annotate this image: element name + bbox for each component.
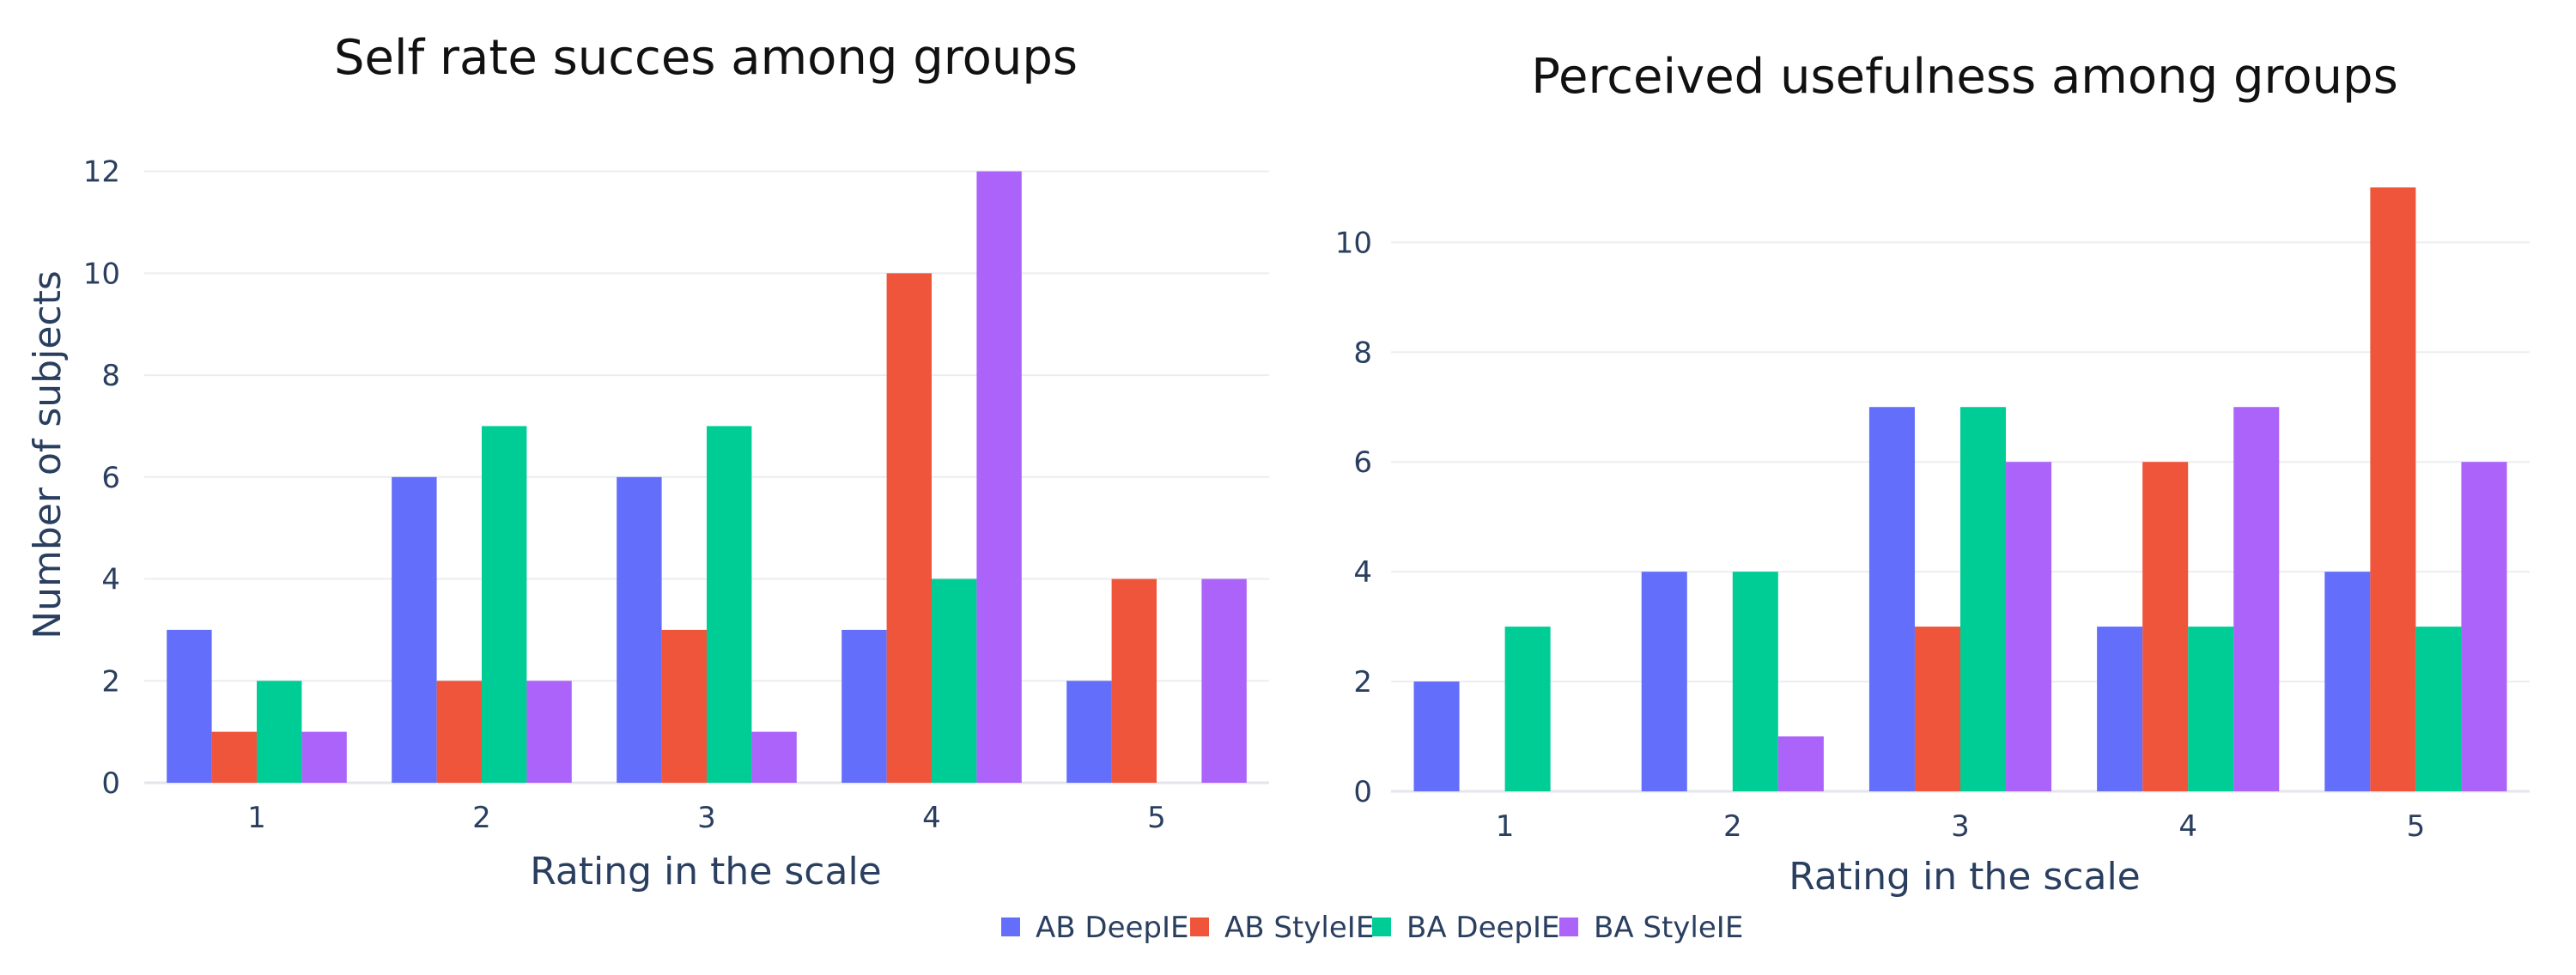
y-tick-label: 4 xyxy=(1353,555,1372,590)
legend-swatch xyxy=(1559,917,1578,936)
x-tick-labels: 1 2 3 4 5 xyxy=(247,801,1166,835)
x-tick-label: 3 xyxy=(697,801,716,835)
x-tick-label: 1 xyxy=(1496,809,1515,844)
y-tick-label: 6 xyxy=(1353,445,1372,480)
y-tick-label: 0 xyxy=(1353,775,1372,809)
bar-ba-deepie-3[interactable] xyxy=(1960,407,2007,791)
bar-ab-styleie-4[interactable] xyxy=(886,273,932,784)
legend-label: AB StyleIE xyxy=(1224,911,1374,945)
y-tick-label: 10 xyxy=(1335,226,1372,260)
bar-ba-deepie-4[interactable] xyxy=(932,578,977,783)
bar-ba-deepie-3[interactable] xyxy=(707,426,752,783)
y-axis-title: Number of subjects xyxy=(26,270,70,639)
legend-item-ab-deepie[interactable]: AB DeepIE xyxy=(1001,911,1189,945)
bar-ba-styleie-4[interactable] xyxy=(2233,407,2280,791)
legend-swatch xyxy=(1372,917,1391,936)
bar-ab-deepie-3[interactable] xyxy=(1868,407,1915,791)
bar-ba-styleie-3[interactable] xyxy=(751,731,797,783)
bar-ba-deepie-5[interactable] xyxy=(2415,627,2462,791)
bar-ab-deepie-4[interactable] xyxy=(2097,627,2143,791)
x-tick-label: 5 xyxy=(2407,809,2426,844)
legend-item-ba-styleie[interactable]: BA StyleIE xyxy=(1559,911,1743,945)
bar-ab-deepie-4[interactable] xyxy=(841,629,887,783)
bar-ab-styleie-2[interactable] xyxy=(436,681,482,783)
bar-ba-styleie-1[interactable] xyxy=(301,731,347,783)
chart-title: Perceived usefulness among groups xyxy=(1531,49,2398,105)
y-tick-label: 8 xyxy=(101,359,120,393)
y-tick-label: 2 xyxy=(1353,665,1372,699)
legend-item-ab-styleie[interactable]: AB StyleIE xyxy=(1190,911,1374,945)
x-tick-label: 4 xyxy=(922,801,941,835)
bar-ba-deepie-1[interactable] xyxy=(257,681,302,783)
bar-ba-styleie-5[interactable] xyxy=(1201,578,1247,783)
bar-ba-styleie-2[interactable] xyxy=(1777,736,1824,791)
bar-ab-styleie-5[interactable] xyxy=(1111,578,1157,783)
bar-ab-deepie-1[interactable] xyxy=(167,629,212,783)
bar-ab-deepie-2[interactable] xyxy=(1641,572,1687,791)
bar-ab-deepie-3[interactable] xyxy=(617,476,662,783)
x-tick-labels: 1 2 3 4 5 xyxy=(1496,809,2425,844)
x-tick-label: 2 xyxy=(472,801,491,835)
bar-ba-deepie-1[interactable] xyxy=(1504,627,1551,791)
x-tick-label: 1 xyxy=(247,801,266,835)
bar-ba-styleie-4[interactable] xyxy=(976,171,1022,783)
y-tick-labels: 0 2 4 6 8 10 xyxy=(1335,226,1372,809)
y-tick-label: 4 xyxy=(101,563,120,597)
x-tick-label: 5 xyxy=(1147,801,1166,835)
x-tick-label: 3 xyxy=(1951,809,1970,844)
bar-ba-styleie-2[interactable] xyxy=(526,681,572,783)
chart-title: Self rate succes among groups xyxy=(334,30,1078,86)
bar-ab-deepie-5[interactable] xyxy=(2324,572,2371,791)
legend-label: AB DeepIE xyxy=(1036,911,1189,945)
legend-swatch xyxy=(1001,917,1020,936)
bar-ab-styleie-3[interactable] xyxy=(1914,627,1960,791)
legend-label: BA DeepIE xyxy=(1406,911,1560,945)
bar-ba-deepie-2[interactable] xyxy=(1732,572,1778,791)
x-axis-title: Rating in the scale xyxy=(1789,855,2141,899)
legend-item-ba-deepie[interactable]: BA DeepIE xyxy=(1372,911,1560,945)
bar-ba-styleie-5[interactable] xyxy=(2461,462,2507,791)
bars xyxy=(167,171,1247,784)
bar-ab-styleie-1[interactable] xyxy=(211,731,257,783)
y-tick-label: 8 xyxy=(1353,336,1372,370)
bar-ab-deepie-2[interactable] xyxy=(392,476,437,783)
legend-label: BA StyleIE xyxy=(1594,911,1743,945)
x-axis-title: Rating in the scale xyxy=(530,850,882,893)
y-tick-labels: 0 2 4 6 8 10 12 xyxy=(83,155,120,801)
y-tick-label: 6 xyxy=(101,461,120,495)
bar-ab-deepie-5[interactable] xyxy=(1066,681,1112,783)
y-tick-label: 0 xyxy=(101,766,120,801)
chart-self-rate: Self rate succes among groups 024681012 … xyxy=(26,30,1269,893)
bar-ab-styleie-3[interactable] xyxy=(661,629,707,783)
legend: AB DeepIE AB StyleIE BA DeepIE BA StyleI… xyxy=(1001,911,1743,945)
y-tick-label: 12 xyxy=(83,155,120,190)
y-tick-label: 2 xyxy=(101,664,120,699)
bars xyxy=(1413,187,2507,791)
x-tick-label: 4 xyxy=(2178,809,2197,844)
bar-ba-styleie-3[interactable] xyxy=(2006,462,2052,791)
bar-ab-deepie-1[interactable] xyxy=(1413,681,1460,791)
bar-ab-styleie-5[interactable] xyxy=(2370,187,2416,791)
legend-swatch xyxy=(1190,917,1209,936)
y-tick-label: 10 xyxy=(83,257,120,291)
x-tick-label: 2 xyxy=(1723,809,1742,844)
chart-perceived-usefulness: Perceived usefulness among groups 0 2 4 6 8 1… xyxy=(1335,49,2530,899)
bar-ab-styleie-4[interactable] xyxy=(2142,462,2189,791)
bar-ba-deepie-2[interactable] xyxy=(482,426,527,783)
bar-ba-deepie-4[interactable] xyxy=(2188,627,2234,791)
